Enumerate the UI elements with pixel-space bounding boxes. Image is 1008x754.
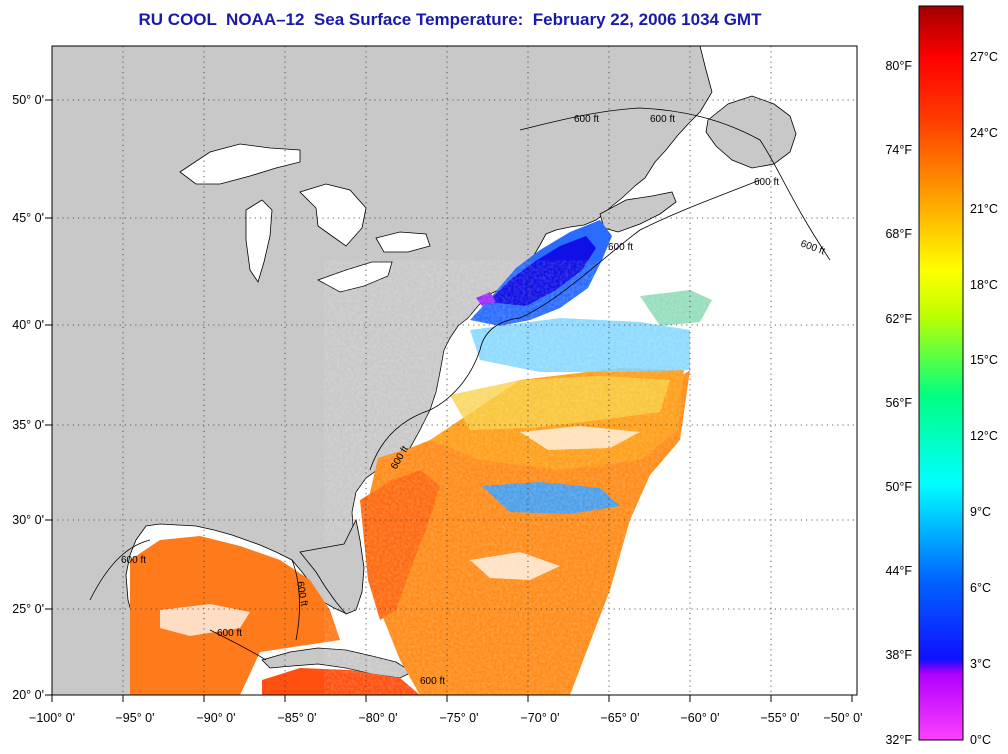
newfoundland-land bbox=[705, 95, 797, 169]
florida-land bbox=[299, 518, 365, 615]
lat-tick-label: 40° 0' bbox=[12, 318, 44, 332]
nova-scotia-land bbox=[599, 191, 677, 233]
contour-label: 600 ft bbox=[420, 676, 445, 687]
fahrenheit-label: 32°F bbox=[885, 733, 912, 747]
lon-tick-label: −90° 0' bbox=[196, 711, 235, 725]
lat-tick-label: 35° 0' bbox=[12, 418, 44, 432]
lon-tick-label: −100° 0' bbox=[29, 711, 75, 725]
contour-label: 600 ft bbox=[217, 628, 242, 639]
lon-tick-label: −70° 0' bbox=[520, 711, 559, 725]
lon-tick-label: −85° 0' bbox=[277, 711, 316, 725]
lon-tick-label: −60° 0' bbox=[680, 711, 719, 725]
lat-tick-label: 50° 0' bbox=[12, 93, 44, 107]
fahrenheit-label: 56°F bbox=[885, 396, 912, 410]
contour-label: 600 ft bbox=[121, 555, 146, 566]
celsius-label: 3°C bbox=[970, 657, 991, 671]
lon-tick-label: −65° 0' bbox=[600, 711, 639, 725]
fahrenheit-label: 50°F bbox=[885, 480, 912, 494]
latitude-axis-labels: 50° 0' 45° 0' 40° 0' 35° 0' 30° 0' 25° 0… bbox=[12, 93, 44, 702]
fahrenheit-label: 80°F bbox=[885, 59, 912, 73]
celsius-label: 21°C bbox=[970, 202, 998, 216]
lon-tick-label: −80° 0' bbox=[358, 711, 397, 725]
fahrenheit-label: 74°F bbox=[885, 143, 912, 157]
lon-tick-label: −75° 0' bbox=[439, 711, 478, 725]
celsius-label: 24°C bbox=[970, 126, 998, 140]
fahrenheit-label: 62°F bbox=[885, 312, 912, 326]
colorbar-celsius-labels: 27°C 24°C 21°C 18°C 15°C 12°C 9°C 6°C 3°… bbox=[970, 50, 998, 747]
fahrenheit-label: 38°F bbox=[885, 648, 912, 662]
contour-label: 600 ft bbox=[608, 242, 633, 253]
tick-marks bbox=[45, 99, 853, 702]
celsius-label: 0°C bbox=[970, 733, 991, 747]
great-lakes bbox=[179, 143, 431, 293]
contour-label: 600 ft bbox=[754, 177, 779, 188]
isobath-contours bbox=[89, 107, 831, 661]
map-title: RU COOL NOAA–12 Sea Surface Temperature:… bbox=[138, 10, 762, 29]
lat-tick-label: 25° 0' bbox=[12, 602, 44, 616]
celsius-label: 9°C bbox=[970, 505, 991, 519]
temperature-colorbar: 80°F 74°F 68°F 62°F 56°F 50°F 44°F 38°F … bbox=[885, 5, 998, 747]
lat-tick-label: 20° 0' bbox=[12, 688, 44, 702]
fahrenheit-label: 68°F bbox=[885, 227, 912, 241]
lon-tick-label: −50° 0' bbox=[823, 711, 862, 725]
celsius-label: 12°C bbox=[970, 429, 998, 443]
colorbar-fahrenheit-labels: 80°F 74°F 68°F 62°F 56°F 50°F 44°F 38°F … bbox=[885, 59, 912, 747]
celsius-label: 15°C bbox=[970, 353, 998, 367]
fahrenheit-label: 44°F bbox=[885, 564, 912, 578]
contour-label: 600 ft bbox=[574, 114, 599, 125]
map-plot bbox=[52, 46, 857, 695]
longitude-axis-labels: −100° 0' −95° 0' −90° 0' −85° 0' −80° 0'… bbox=[29, 711, 862, 725]
contour-label: 600 ft bbox=[294, 581, 309, 608]
celsius-label: 18°C bbox=[970, 278, 998, 292]
map-frame bbox=[51, 45, 858, 696]
colorbar-gradient bbox=[918, 5, 964, 741]
lat-tick-label: 30° 0' bbox=[12, 513, 44, 527]
graticule bbox=[52, 46, 857, 695]
lon-tick-label: −95° 0' bbox=[115, 711, 154, 725]
celsius-label: 6°C bbox=[970, 581, 991, 595]
lat-tick-label: 45° 0' bbox=[12, 211, 44, 225]
celsius-label: 27°C bbox=[970, 50, 998, 64]
lon-tick-label: −55° 0' bbox=[760, 711, 799, 725]
contour-label: 600 ft bbox=[650, 114, 675, 125]
